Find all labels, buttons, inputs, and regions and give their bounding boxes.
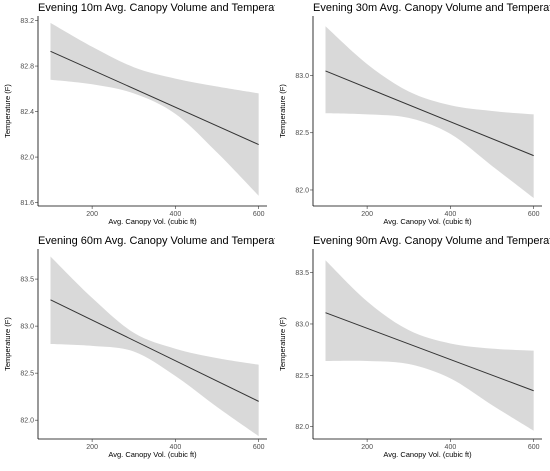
chart-svg-10m: Evening 10m Avg. Canopy Volume and Tempe… (3, 2, 293, 226)
y-tick-label: 83.0 (295, 321, 309, 328)
x-tick-label: 400 (170, 211, 182, 218)
chart-title: Evening 30m Avg. Canopy Volume and Tempe… (313, 2, 550, 14)
confidence-band (325, 260, 534, 431)
y-tick-label: 82.5 (295, 373, 309, 380)
y-tick-label: 83.0 (20, 324, 34, 331)
y-tick-label: 82.8 (20, 64, 34, 71)
y-axis-title: Temperature (F) (278, 317, 287, 371)
chart-panel-90m: Evening 90m Avg. Canopy Volume and Tempe… (275, 233, 550, 466)
y-tick-label: 81.6 (20, 200, 34, 207)
x-tick-label: 600 (528, 211, 540, 218)
chart-panel-30m: Evening 30m Avg. Canopy Volume and Tempe… (275, 0, 550, 233)
y-tick-label: 83.5 (295, 270, 309, 277)
x-tick-label: 200 (361, 211, 373, 218)
y-axis-title: Temperature (F) (3, 317, 12, 371)
confidence-band (325, 26, 534, 198)
x-axis-title: Avg. Canopy Vol. (cubic ft) (108, 450, 197, 459)
x-axis-title: Avg. Canopy Vol. (cubic ft) (383, 217, 472, 226)
confidence-band (50, 22, 259, 196)
confidence-band (50, 256, 259, 437)
y-axis-title: Temperature (F) (3, 84, 12, 138)
chart-title: Evening 90m Avg. Canopy Volume and Tempe… (313, 235, 550, 247)
chart-svg-60m: Evening 60m Avg. Canopy Volume and Tempe… (3, 235, 293, 459)
y-tick-label: 82.0 (20, 155, 34, 162)
chart-svg-90m: Evening 90m Avg. Canopy Volume and Tempe… (278, 235, 550, 459)
x-tick-label: 400 (445, 444, 457, 451)
x-tick-label: 400 (170, 444, 182, 451)
y-tick-label: 82.5 (295, 130, 309, 137)
x-tick-label: 200 (86, 211, 98, 218)
fit-line (50, 50, 259, 146)
fit-line (50, 299, 259, 402)
x-tick-label: 600 (253, 211, 265, 218)
y-axis-title: Temperature (F) (278, 84, 287, 138)
chart-panel-10m: Evening 10m Avg. Canopy Volume and Tempe… (0, 0, 293, 233)
x-tick-label: 600 (253, 444, 265, 451)
x-axis-title: Avg. Canopy Vol. (cubic ft) (108, 217, 197, 226)
y-tick-label: 82.0 (295, 187, 309, 194)
chart-svg-30m: Evening 30m Avg. Canopy Volume and Tempe… (278, 2, 550, 226)
x-tick-label: 400 (445, 211, 457, 218)
x-tick-label: 200 (86, 444, 98, 451)
y-tick-label: 82.0 (20, 418, 34, 425)
y-tick-label: 82.5 (20, 371, 34, 378)
y-tick-label: 82.0 (295, 424, 309, 431)
chart-title: Evening 60m Avg. Canopy Volume and Tempe… (38, 235, 275, 247)
y-tick-label: 83.0 (295, 73, 309, 80)
fit-line (325, 312, 534, 392)
x-axis-title: Avg. Canopy Vol. (cubic ft) (383, 450, 472, 459)
y-tick-label: 83.5 (20, 277, 34, 284)
y-tick-label: 82.4 (20, 109, 34, 116)
fit-line (325, 70, 534, 157)
x-tick-label: 200 (361, 444, 373, 451)
chart-title: Evening 10m Avg. Canopy Volume and Tempe… (38, 2, 275, 14)
y-tick-label: 83.2 (20, 18, 34, 25)
chart-panel-60m: Evening 60m Avg. Canopy Volume and Tempe… (0, 233, 293, 466)
x-tick-label: 600 (528, 444, 540, 451)
